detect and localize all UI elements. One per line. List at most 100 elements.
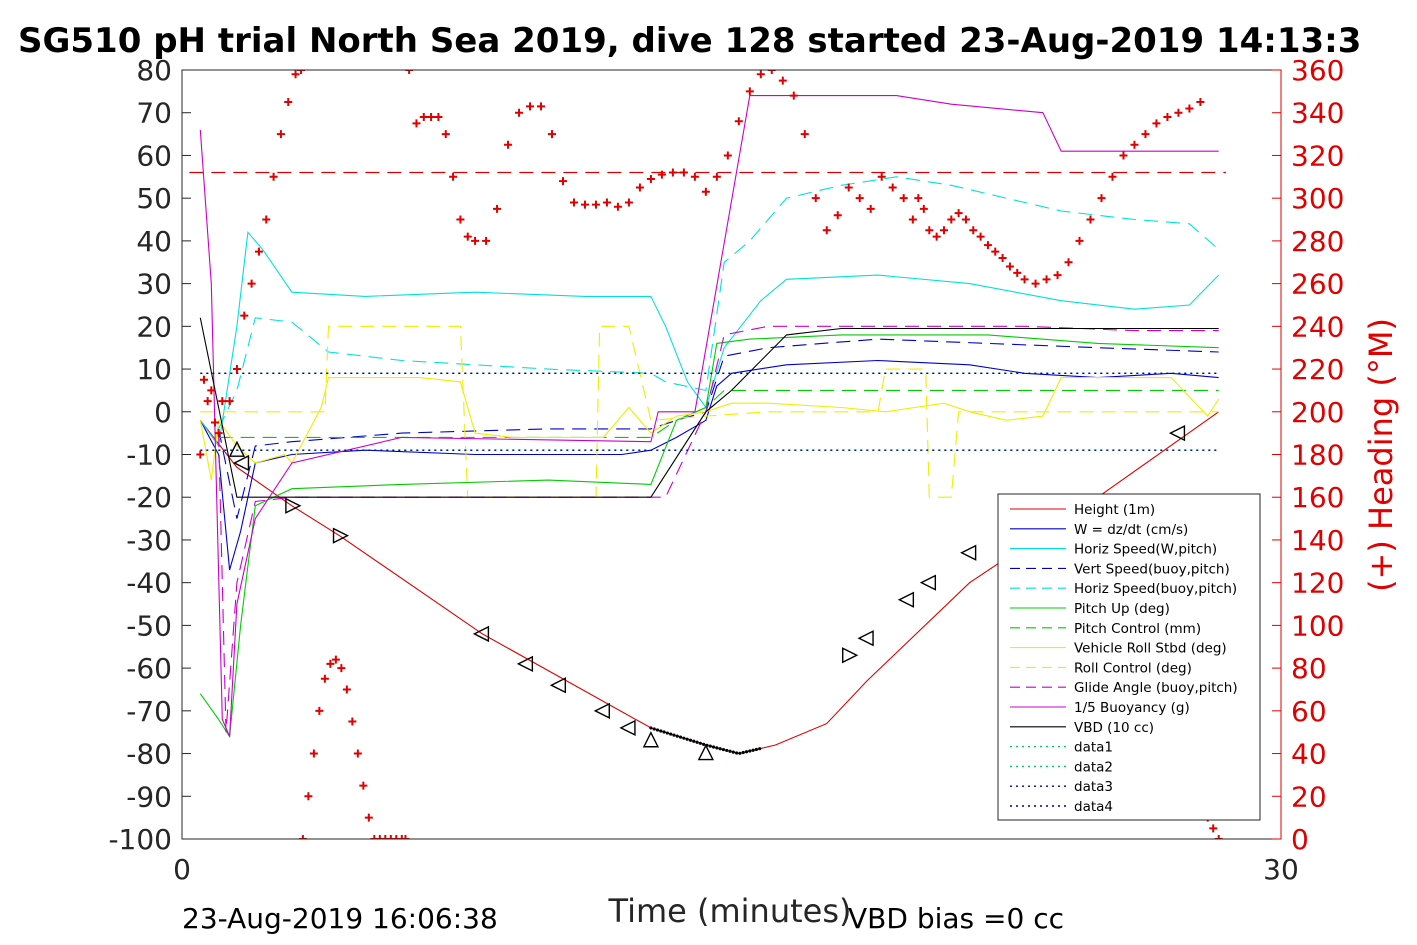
- heading-marker: [232, 365, 241, 374]
- apogee-dot: [738, 751, 742, 755]
- heading-marker: [778, 76, 787, 85]
- plot-data-layer: [189, 70, 1227, 839]
- apogee-dot: [669, 732, 673, 736]
- heading-marker: [463, 232, 472, 241]
- right-axis-label: (+) Heading (°M): [1362, 318, 1400, 592]
- x-axis-label: Time (minutes): [608, 892, 852, 930]
- dive-marker-triangle: [960, 544, 977, 561]
- apogee-dot: [715, 746, 719, 750]
- apogee-dot: [652, 727, 656, 731]
- heading-marker: [712, 172, 721, 181]
- legend-label: Vehicle Roll Stbd (deg): [1074, 641, 1227, 657]
- apogee-dot: [685, 737, 689, 741]
- left-tick-label: -30: [126, 524, 172, 557]
- heading-marker: [214, 429, 223, 438]
- apogee-dot: [721, 747, 726, 752]
- apogee-dot: [751, 748, 755, 752]
- heading-marker: [547, 130, 556, 139]
- heading-marker: [767, 70, 776, 74]
- heading-marker: [441, 130, 450, 139]
- heading-marker: [624, 198, 633, 207]
- right-tick-label: 140: [1291, 524, 1344, 557]
- dive-marker-triangle: [228, 440, 246, 457]
- heading-marker: [932, 232, 941, 241]
- right-tick-label: 340: [1291, 97, 1344, 130]
- heading-marker: [419, 112, 428, 121]
- right-tick-label: 360: [1291, 54, 1344, 87]
- heading-marker: [833, 211, 842, 220]
- apogee-dot: [675, 734, 679, 738]
- heading-marker: [1005, 262, 1014, 271]
- left-tick-label: 80: [136, 54, 172, 87]
- heading-marker: [225, 397, 234, 406]
- heading-marker: [515, 108, 524, 117]
- dive-marker-triangle: [593, 702, 610, 719]
- left-tick-label: -80: [126, 738, 172, 771]
- heading-marker: [723, 151, 732, 160]
- series-line-9: [218, 325, 1219, 733]
- apogee-dot: [649, 726, 653, 730]
- heading-marker: [456, 215, 465, 224]
- apogee-dot: [692, 739, 696, 743]
- heading-marker: [247, 279, 256, 288]
- heading-marker: [1053, 271, 1062, 280]
- heading-marker: [1141, 130, 1150, 139]
- right-tick-label: 40: [1291, 738, 1327, 771]
- heading-marker: [1209, 824, 1218, 833]
- heading-marker: [203, 397, 212, 406]
- heading-marker: [434, 112, 443, 121]
- legend-label: Pitch Control (mm): [1074, 621, 1201, 637]
- heading-marker: [412, 119, 421, 128]
- left-tick-label: 30: [136, 268, 172, 301]
- heading-marker: [364, 813, 373, 822]
- heading-marker: [392, 835, 401, 839]
- heading-marker: [1214, 835, 1223, 839]
- dive-marker-triangle: [332, 527, 350, 544]
- heading-marker: [745, 87, 754, 96]
- heading-marker: [1119, 151, 1128, 160]
- heading-marker: [493, 204, 502, 213]
- heading-marker: [298, 835, 307, 839]
- heading-marker: [646, 174, 655, 183]
- apogee-dot: [665, 731, 669, 735]
- right-tick-label: 0: [1291, 823, 1309, 856]
- heading-marker: [405, 70, 414, 74]
- right-tick-label: 200: [1291, 396, 1344, 429]
- heading-marker: [888, 183, 897, 192]
- heading-marker: [811, 194, 820, 203]
- heading-marker: [844, 183, 853, 192]
- series-line-5: [199, 334, 1219, 739]
- legend: Height (1m) W = dz/dt (cm/s) Horiz Speed(W…: [997, 493, 1261, 821]
- heading-marker: [1196, 98, 1205, 107]
- heading-marker: [1174, 108, 1183, 117]
- heading-marker: [591, 200, 600, 209]
- heading-marker: [309, 749, 318, 758]
- dive-marker-triangle: [919, 574, 937, 591]
- apogee-dot: [655, 728, 660, 732]
- dive-marker-triangle: [842, 647, 859, 664]
- left-tick-label: -90: [126, 780, 172, 813]
- series-line-8: [200, 325, 1219, 498]
- heading-marker: [734, 117, 743, 126]
- apogee-dot: [718, 747, 722, 751]
- left-tick-label: 40: [136, 225, 172, 258]
- heading-marker: [947, 215, 956, 224]
- heading-marker: [914, 194, 923, 203]
- left-tick-label: 60: [136, 139, 172, 172]
- heading-marker: [877, 172, 886, 181]
- right-tick-label: 260: [1291, 268, 1344, 301]
- heading-marker: [375, 835, 384, 839]
- left-tick-label: 50: [136, 182, 172, 215]
- heading-marker: [657, 170, 666, 179]
- heading-marker: [482, 236, 491, 245]
- apogee-dot: [744, 750, 749, 754]
- heading-marker: [558, 177, 567, 186]
- heading-marker: [899, 194, 908, 203]
- left-tick-label: -100: [108, 823, 172, 856]
- dive-marker-triangle: [619, 719, 636, 737]
- heading-marker: [1108, 172, 1117, 181]
- heading-marker: [449, 172, 458, 181]
- series-line-2: [199, 230, 1220, 448]
- heading-marker: [866, 204, 875, 213]
- apogee-dot: [754, 747, 759, 752]
